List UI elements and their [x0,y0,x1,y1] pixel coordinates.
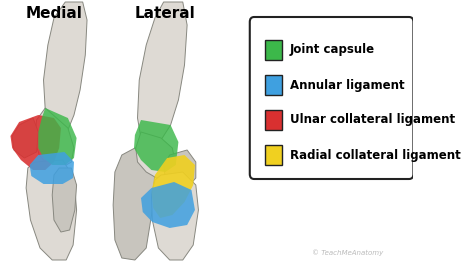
Text: Ulnar collateral ligament: Ulnar collateral ligament [290,114,455,127]
Text: Joint capsule: Joint capsule [290,44,375,56]
Text: Radial collateral ligament: Radial collateral ligament [290,149,461,162]
Polygon shape [12,118,38,158]
FancyBboxPatch shape [264,110,282,130]
Text: Annular ligament: Annular ligament [290,79,404,92]
Polygon shape [136,132,176,178]
FancyBboxPatch shape [264,40,282,60]
Text: © TeachMeAnatomy: © TeachMeAnatomy [312,250,384,256]
Polygon shape [137,2,187,145]
Polygon shape [151,172,199,260]
Polygon shape [35,108,74,168]
Polygon shape [164,150,196,188]
Polygon shape [10,115,61,170]
Polygon shape [44,2,87,135]
Polygon shape [52,168,77,232]
Polygon shape [38,108,77,165]
FancyBboxPatch shape [264,145,282,165]
Text: Lateral: Lateral [135,7,196,21]
Polygon shape [26,160,77,260]
Text: Medial: Medial [26,7,82,21]
Polygon shape [134,120,178,172]
Polygon shape [29,152,74,184]
FancyBboxPatch shape [264,75,282,95]
Polygon shape [113,148,155,260]
Polygon shape [141,182,195,228]
Polygon shape [151,155,195,218]
FancyBboxPatch shape [250,17,413,179]
